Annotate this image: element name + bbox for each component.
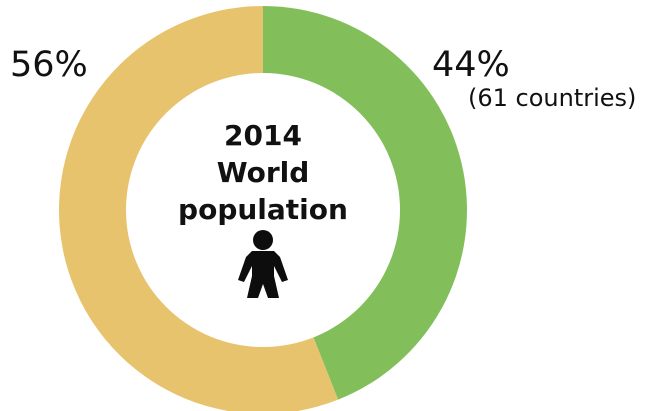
donut-center (126, 73, 400, 347)
person-icon (238, 230, 288, 298)
slice-sublabel-green: (61 countries) (468, 84, 637, 112)
slice-label-green: 44% (432, 45, 510, 85)
center-title-line3: population (178, 193, 348, 226)
center-title-year: 2014 (224, 119, 302, 152)
center-title-line2: World (216, 156, 310, 189)
slice-label-yellow: 56% (10, 45, 88, 85)
